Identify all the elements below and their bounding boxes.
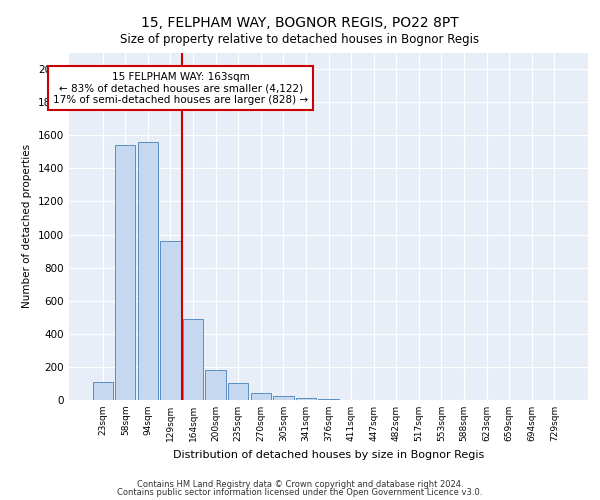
Y-axis label: Number of detached properties: Number of detached properties — [22, 144, 32, 308]
Bar — [296, 398, 316, 400]
Text: 15, FELPHAM WAY, BOGNOR REGIS, PO22 8PT: 15, FELPHAM WAY, BOGNOR REGIS, PO22 8PT — [141, 16, 459, 30]
Bar — [92, 382, 113, 400]
Text: Contains public sector information licensed under the Open Government Licence v3: Contains public sector information licen… — [118, 488, 482, 497]
Bar — [115, 145, 136, 400]
X-axis label: Distribution of detached houses by size in Bognor Regis: Distribution of detached houses by size … — [173, 450, 484, 460]
Text: Size of property relative to detached houses in Bognor Regis: Size of property relative to detached ho… — [121, 32, 479, 46]
Bar — [183, 319, 203, 400]
Bar — [273, 396, 293, 400]
Bar — [138, 142, 158, 400]
Text: Contains HM Land Registry data © Crown copyright and database right 2024.: Contains HM Land Registry data © Crown c… — [137, 480, 463, 489]
Bar — [319, 399, 338, 400]
Text: 15 FELPHAM WAY: 163sqm
← 83% of detached houses are smaller (4,122)
17% of semi-: 15 FELPHAM WAY: 163sqm ← 83% of detached… — [53, 72, 308, 105]
Bar — [228, 384, 248, 400]
Bar — [251, 394, 271, 400]
Bar — [160, 241, 181, 400]
Bar — [205, 370, 226, 400]
